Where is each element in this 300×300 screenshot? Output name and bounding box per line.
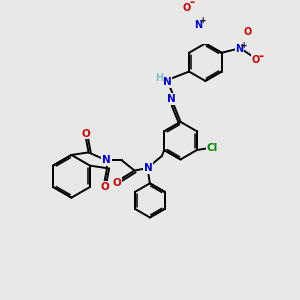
Text: N: N (163, 77, 171, 87)
Text: +: + (241, 40, 247, 50)
Text: -: - (258, 50, 263, 63)
Text: O: O (112, 178, 121, 188)
Text: N: N (144, 163, 152, 173)
Text: Cl: Cl (207, 143, 218, 153)
Text: O: O (243, 27, 251, 37)
Text: O: O (100, 182, 109, 192)
Text: H: H (155, 73, 163, 82)
Text: -: - (189, 0, 194, 9)
Text: N: N (236, 44, 244, 54)
Text: O: O (182, 3, 191, 13)
Text: N: N (102, 155, 111, 165)
Text: N: N (167, 94, 176, 104)
Text: O: O (252, 55, 260, 64)
Text: O: O (82, 129, 90, 139)
Text: N: N (194, 20, 202, 30)
Text: +: + (199, 16, 205, 25)
